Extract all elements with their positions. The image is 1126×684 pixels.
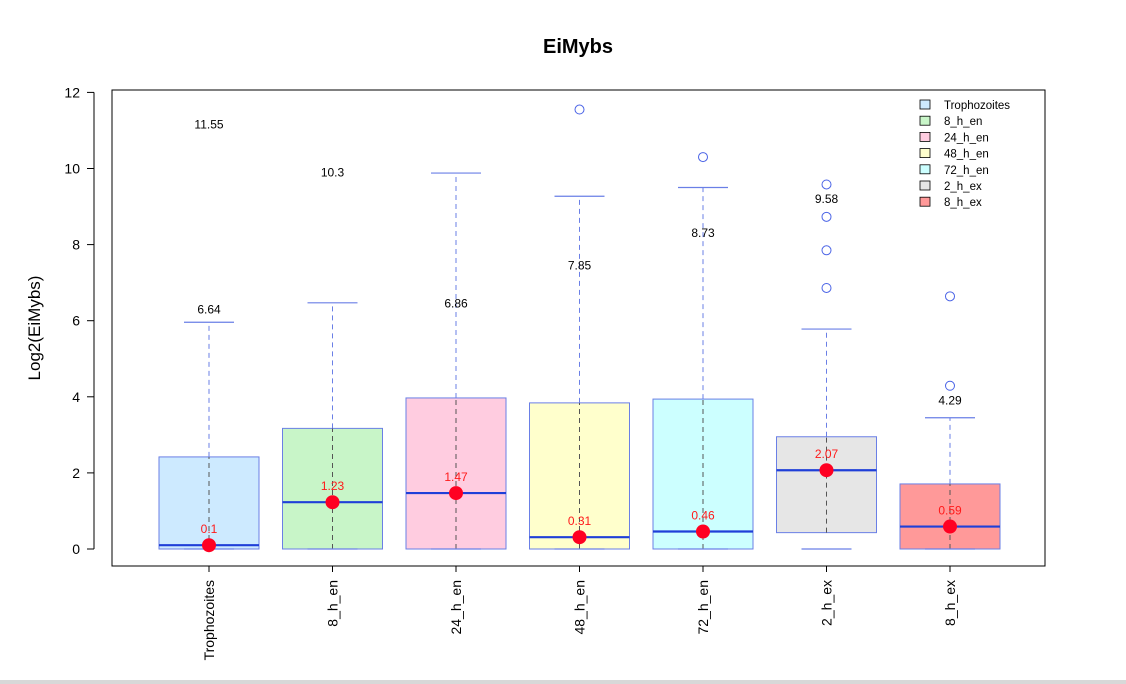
legend-label: 24_h_en [944,132,989,144]
x-tick-label: 8_h_en [325,580,341,627]
box-Trophozoites [158,321,260,553]
y-tick-label: 12 [64,84,80,100]
x-tick-label: Trophozoites [201,580,217,660]
median-value-label: 0.59 [938,504,962,518]
outlier-point [574,104,585,115]
legend-label: 8_h_ex [944,197,982,209]
median-value-label: 0.1 [201,522,218,536]
legend-swatch [919,180,931,191]
median-point [202,538,216,553]
legend-swatch [919,164,931,175]
legend-swatch [919,196,931,207]
legend-swatch [919,148,931,159]
x-tick-label: 24_h_en [448,580,464,635]
median-value-label: 1.47 [444,470,468,484]
x-tick-label: 72_h_en [695,580,711,635]
y-tick-label: 6 [72,313,80,329]
x-axis-labels: Trophozoites 8_h_en 24_h_en 48_h_en 72_h_en 2… [201,566,958,660]
legend-swatch [919,99,931,110]
box-annotation: 10.3 [321,165,345,179]
outlier-point [821,211,832,222]
y-tick-label: 4 [72,389,80,405]
annotations-layer: 0.1 6.64 1.23 10.3 1.47 6.86 0.31 7.85 0.46 8.73 2… [194,118,962,536]
y-tick-label: 0 [72,541,80,557]
median-point [449,486,463,501]
median-point [819,463,834,478]
median-value-label: 0.46 [691,508,715,522]
legend-label: Trophozoites [944,100,1010,112]
x-tick-label: 8_h_ex [942,580,958,626]
box-annotation: 4.29 [938,394,962,408]
outlier-point [945,380,955,391]
legend: Trophozoites 8_h_en 24_h_en 48_h_en 72_h_en 2… [919,99,1010,209]
boxes-layer [158,104,1001,553]
outlier-point [821,245,832,256]
y-axis-label: Log2(EiMybs) [25,276,44,381]
box-2_h_ex [776,179,877,550]
plot-frame [111,89,1046,567]
y-tick-label: 8 [72,237,80,253]
bottom-scroll-shadow [0,680,1126,684]
box-annotation: 9.58 [815,192,839,206]
box-annotation: 6.64 [197,302,221,316]
box-72_h_en [652,152,754,550]
legend-swatch [919,115,931,126]
box-8_h_ex [899,291,1001,550]
median-value-label: 2.07 [815,447,839,461]
legend-swatch [919,131,931,142]
x-tick-label: 2_h_ex [819,580,835,626]
box-48_h_en [529,104,630,550]
box-annotation: 7.85 [568,259,592,273]
y-tick-label: 10 [64,161,80,177]
outlier-point [821,179,832,190]
outlier-point [945,291,955,302]
y-tick-label: 2 [72,465,80,481]
y-axis: 0 2 4 6 8 10 12 [64,84,95,557]
box-8_h_en [282,302,383,550]
box-annotation: 6.86 [444,297,468,311]
box-24_h_en [405,172,507,550]
median-point [943,519,957,534]
extra-annotation: 11.55 [194,118,223,132]
median-value-label: 0.31 [568,514,592,528]
box-annotation: 8.73 [691,226,715,240]
chart-title: EiMybs [543,36,613,58]
outlier-point [821,282,832,293]
legend-label: 2_h_ex [944,181,982,193]
legend-label: 8_h_en [944,116,982,128]
median-point [572,530,587,545]
median-point [325,495,340,510]
median-value-label: 1.23 [321,479,345,493]
legend-label: 48_h_en [944,149,989,161]
legend-label: 72_h_en [944,165,989,177]
median-point [696,524,710,539]
outlier-point [698,152,708,163]
x-tick-label: 48_h_en [572,580,588,635]
